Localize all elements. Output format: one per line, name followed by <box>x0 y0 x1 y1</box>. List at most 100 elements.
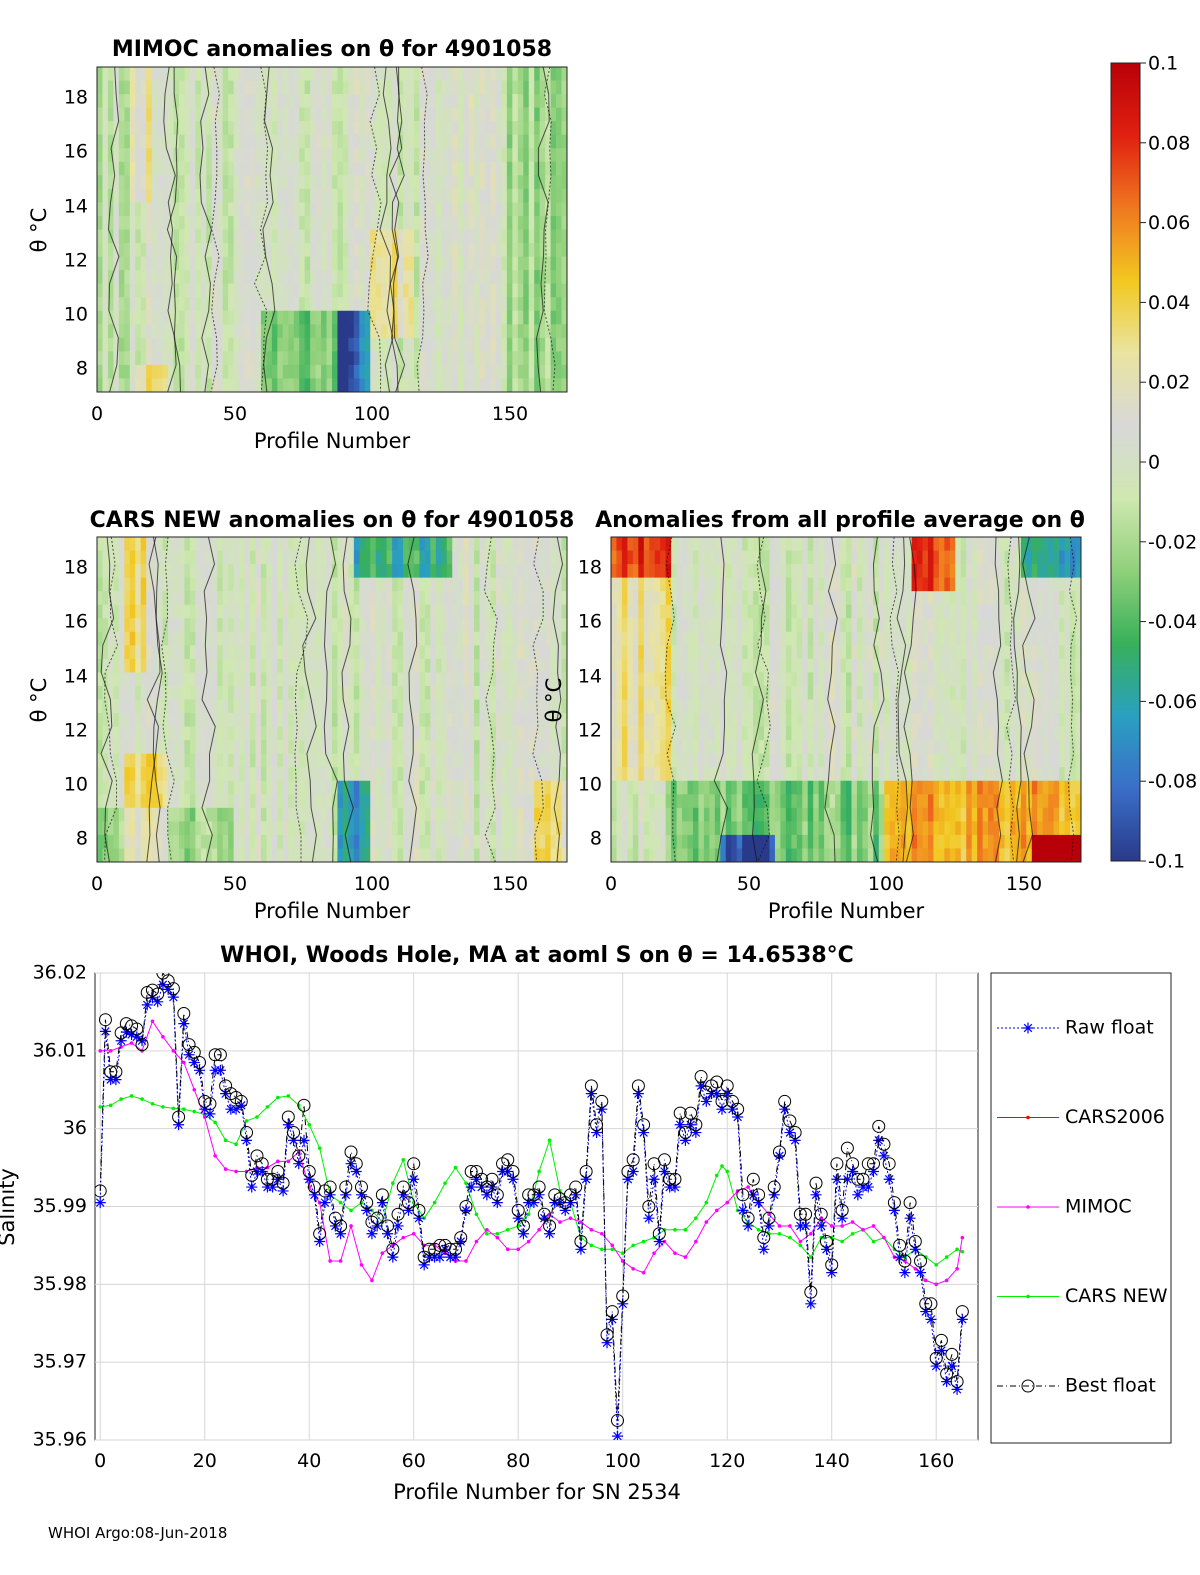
heatmap-cell <box>271 631 278 646</box>
heatmap-cell <box>523 577 530 592</box>
heatmap-cell <box>370 107 377 122</box>
heatmap-cell <box>375 121 382 136</box>
heatmap-cell <box>206 67 213 82</box>
heatmap-cell <box>736 685 743 701</box>
heatmap-cell <box>244 672 251 687</box>
heatmap-cell <box>140 310 147 325</box>
heatmap-cell <box>189 685 196 701</box>
heatmap-cell <box>512 740 519 755</box>
heatmap-cell <box>304 310 311 325</box>
heatmap-cell <box>140 94 147 109</box>
heatmap-cell <box>337 310 344 325</box>
heatmap-cell <box>217 121 224 136</box>
heatmap-cell <box>381 821 388 836</box>
heatmap-cell <box>255 685 262 701</box>
heatmap-cell <box>135 202 142 217</box>
heatmap-cell <box>222 229 229 244</box>
heatmap-cell <box>742 550 749 565</box>
heatmap-cell <box>304 202 311 217</box>
heatmap-cell <box>703 631 710 646</box>
heatmap-cell <box>408 297 415 312</box>
heatmap-cell <box>523 94 530 109</box>
heatmap-cell <box>463 780 470 795</box>
heatmap-cell <box>337 550 344 565</box>
heatmap-cell <box>348 134 355 149</box>
heatmap-cell <box>162 767 169 782</box>
heatmap-cell <box>293 631 300 646</box>
heatmap-cell <box>277 107 284 122</box>
heatmap-cell <box>441 283 448 298</box>
heatmap-cell <box>785 685 792 701</box>
heatmap-cell <box>485 780 492 795</box>
heatmap-cell <box>725 726 732 741</box>
heatmap-cell <box>321 564 328 579</box>
heatmap-cell <box>129 767 136 782</box>
heatmap-cell <box>184 148 191 163</box>
heatmap-cell <box>271 794 278 809</box>
heatmap-cell <box>485 378 492 392</box>
heatmap-cell <box>310 121 317 136</box>
heatmap-cell <box>233 229 240 244</box>
heatmap-cell <box>479 645 486 660</box>
heatmap-cell <box>157 215 164 231</box>
heatmap-cell <box>364 631 371 646</box>
mimoc-xticks: 0 50 100 150 <box>91 403 528 425</box>
heatmap-cell <box>375 685 382 701</box>
heatmap-cell <box>446 807 453 822</box>
heatmap-cell <box>135 753 142 768</box>
heatmap-cell <box>288 537 295 552</box>
heatmap-cell <box>665 564 672 579</box>
heatmap-cell <box>791 537 798 552</box>
heatmap-cell <box>304 297 311 312</box>
heatmap-cell <box>288 564 295 579</box>
heatmap-cell <box>413 324 421 339</box>
heatmap-cell <box>288 202 295 217</box>
heatmap-cell <box>140 794 147 809</box>
heatmap-cell <box>556 243 563 258</box>
heatmap-cell <box>277 378 284 392</box>
heatmap-cell <box>512 780 519 795</box>
heatmap-cell <box>342 378 349 392</box>
heatmap-cell <box>446 848 453 862</box>
heatmap-cell <box>550 767 557 782</box>
heatmap-cell <box>523 807 530 822</box>
heatmap-cell <box>452 243 459 258</box>
heatmap-cell <box>293 378 300 392</box>
heatmap-cell <box>463 550 470 565</box>
heatmap-cell <box>332 188 339 204</box>
heatmap-cell <box>528 148 535 163</box>
heatmap-cell <box>660 807 667 822</box>
heatmap-cell <box>430 645 437 660</box>
heatmap-cell <box>485 604 492 619</box>
heatmap-cell <box>386 67 393 82</box>
heatmap-cell <box>277 699 284 714</box>
heatmap-cell <box>195 94 202 109</box>
heatmap-cell <box>250 685 257 701</box>
heatmap-cell <box>495 848 503 862</box>
heatmap-cell <box>364 324 371 339</box>
heatmap-cell <box>217 577 224 592</box>
heatmap-cell <box>397 310 404 325</box>
heatmap-cell <box>282 645 289 660</box>
heatmap-cell <box>260 591 268 606</box>
heatmap-cell <box>118 351 125 366</box>
heatmap-cell <box>266 672 273 687</box>
heatmap-cell <box>162 215 169 231</box>
heatmap-cell <box>200 699 207 714</box>
heatmap-cell <box>146 713 153 728</box>
heatmap-cell <box>632 699 639 714</box>
heatmap-cell <box>233 685 240 701</box>
heatmap-cell <box>151 202 158 217</box>
heatmap-cell <box>135 577 142 592</box>
heatmap-cell <box>146 550 153 565</box>
heatmap-cell <box>556 161 563 176</box>
heatmap-cell <box>135 794 142 809</box>
heatmap-cell <box>638 848 645 862</box>
heatmap-cell <box>424 121 431 136</box>
heatmap-cell <box>692 767 700 782</box>
heatmap-cell <box>413 726 421 741</box>
heatmap-cell <box>413 148 421 163</box>
heatmap-cell <box>304 148 311 163</box>
mimoc-xtick: 50 <box>223 403 247 425</box>
heatmap-cell <box>736 780 743 795</box>
